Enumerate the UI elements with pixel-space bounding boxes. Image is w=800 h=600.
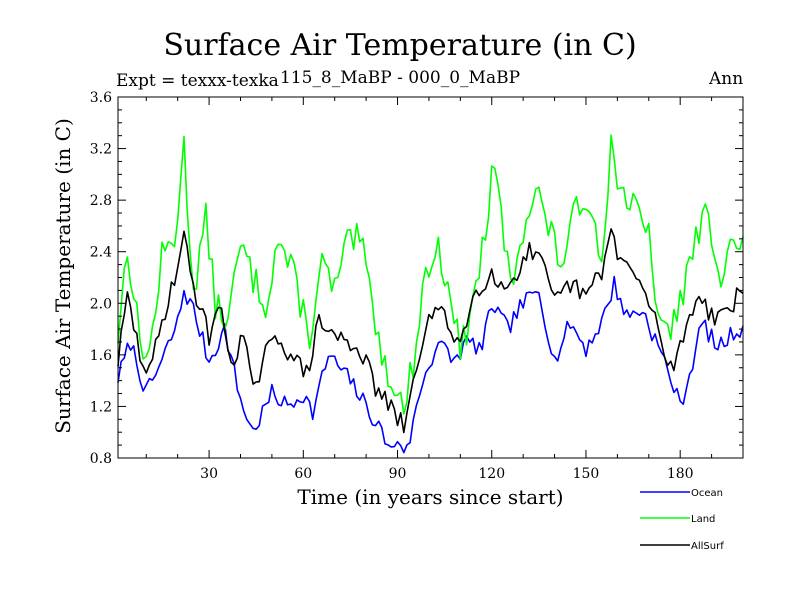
y-tick-label: 0.8	[90, 451, 112, 467]
y-tick-label: 3.6	[90, 90, 112, 106]
x-tick-label: 30	[200, 466, 218, 482]
y-tick-label: 2.4	[90, 245, 112, 261]
series-layer	[117, 134, 744, 454]
x-tick-label: 180	[667, 466, 694, 482]
chart-subtitle: 115_8_MaBP - 000_0_MaBP	[279, 68, 521, 88]
y-tick-label: 2.8	[90, 193, 112, 209]
series-line-ocean	[117, 275, 744, 454]
legend-label-allsurf: AllSurf	[691, 541, 724, 552]
chart-title: Surface Air Temperature (in C)	[163, 28, 637, 63]
ticks-layer: 30 60 90 120 150 180 0.8 1.2 1.6 2.0 2.4 2.8 3.2 3.6	[90, 90, 743, 482]
x-axis-label: Time (in years since start)	[297, 485, 564, 509]
y-tick-label: 1.2	[90, 399, 112, 415]
x-tick-label: 60	[294, 466, 312, 482]
y-tick-label: 3.2	[90, 142, 112, 158]
experiment-label: Expt = texxx-texka	[116, 71, 279, 91]
legend-label-land: Land	[691, 514, 715, 525]
series-line-land	[117, 134, 744, 415]
x-tick-label: 120	[478, 466, 505, 482]
plot-frame	[117, 96, 744, 459]
season-label: Ann	[709, 69, 744, 89]
x-tick-label: 150	[573, 466, 600, 482]
y-tick-label: 1.6	[90, 348, 112, 364]
series-line-allsurf	[117, 228, 744, 434]
legend: Ocean Land AllSurf	[640, 488, 724, 552]
legend-label-ocean: Ocean	[691, 488, 723, 499]
y-tick-label: 2.0	[90, 296, 112, 312]
x-tick-label: 90	[389, 466, 407, 482]
